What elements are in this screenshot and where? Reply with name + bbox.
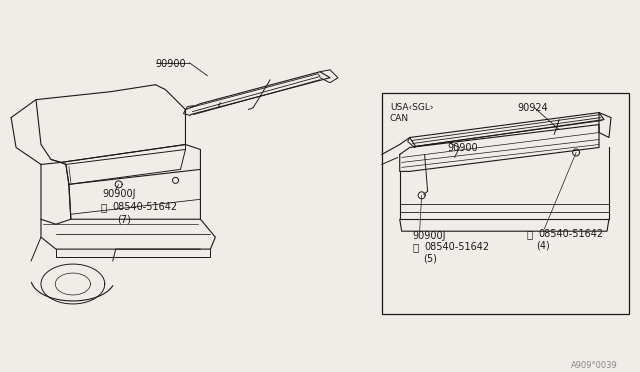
Text: A909°0039: A909°0039 [571, 361, 618, 370]
Text: CAN: CAN [390, 113, 409, 123]
Text: Ⓢ: Ⓢ [100, 202, 107, 212]
Text: (4): (4) [536, 240, 550, 250]
Text: 90924: 90924 [517, 103, 548, 113]
Text: 08540-51642: 08540-51642 [424, 242, 490, 252]
Text: Ⓢ: Ⓢ [413, 242, 419, 252]
Text: 08540-51642: 08540-51642 [538, 229, 604, 239]
Text: USA‹SGL›: USA‹SGL› [390, 103, 433, 112]
Text: 90900J: 90900J [413, 231, 446, 241]
Text: Ⓢ: Ⓢ [526, 229, 532, 239]
Text: 08540-51642: 08540-51642 [113, 202, 178, 212]
Bar [382, 93, 629, 314]
Text: 90900: 90900 [156, 59, 186, 69]
Text: (7): (7) [116, 214, 131, 224]
Text: 90900: 90900 [447, 142, 478, 153]
Text: (5): (5) [422, 253, 436, 263]
Text: 90900J: 90900J [103, 189, 136, 199]
